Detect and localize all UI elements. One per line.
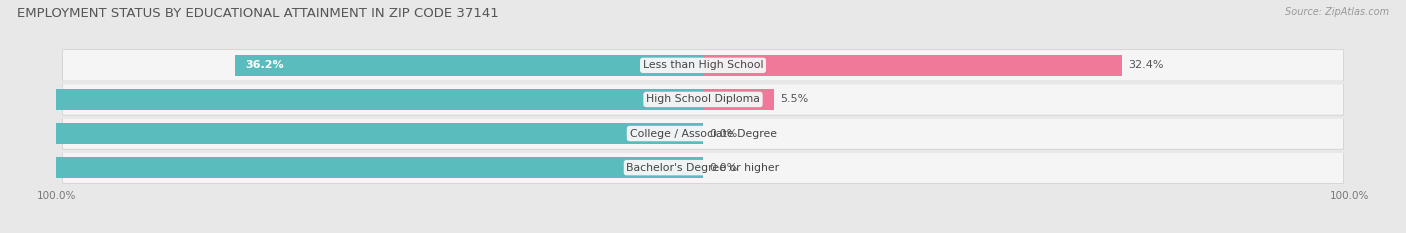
Text: College / Associate Degree: College / Associate Degree [630,129,776,139]
Text: 5.5%: 5.5% [780,94,808,104]
Text: Bachelor's Degree or higher: Bachelor's Degree or higher [627,163,779,173]
FancyBboxPatch shape [62,84,1344,115]
Text: High School Diploma: High School Diploma [647,94,759,104]
Text: 36.2%: 36.2% [245,60,284,70]
Text: 0.0%: 0.0% [710,129,738,139]
FancyBboxPatch shape [62,118,1344,149]
Bar [703,55,1122,76]
FancyBboxPatch shape [62,50,1344,81]
Text: Less than High School: Less than High School [643,60,763,70]
Text: Source: ZipAtlas.com: Source: ZipAtlas.com [1285,7,1389,17]
Text: 32.4%: 32.4% [1129,60,1164,70]
Bar [703,89,775,110]
FancyBboxPatch shape [62,152,1344,183]
Bar [0,123,703,144]
Bar [0,89,703,110]
Bar [0,157,703,178]
Bar [235,55,703,76]
Text: EMPLOYMENT STATUS BY EDUCATIONAL ATTAINMENT IN ZIP CODE 37141: EMPLOYMENT STATUS BY EDUCATIONAL ATTAINM… [17,7,499,20]
Text: 0.0%: 0.0% [710,163,738,173]
